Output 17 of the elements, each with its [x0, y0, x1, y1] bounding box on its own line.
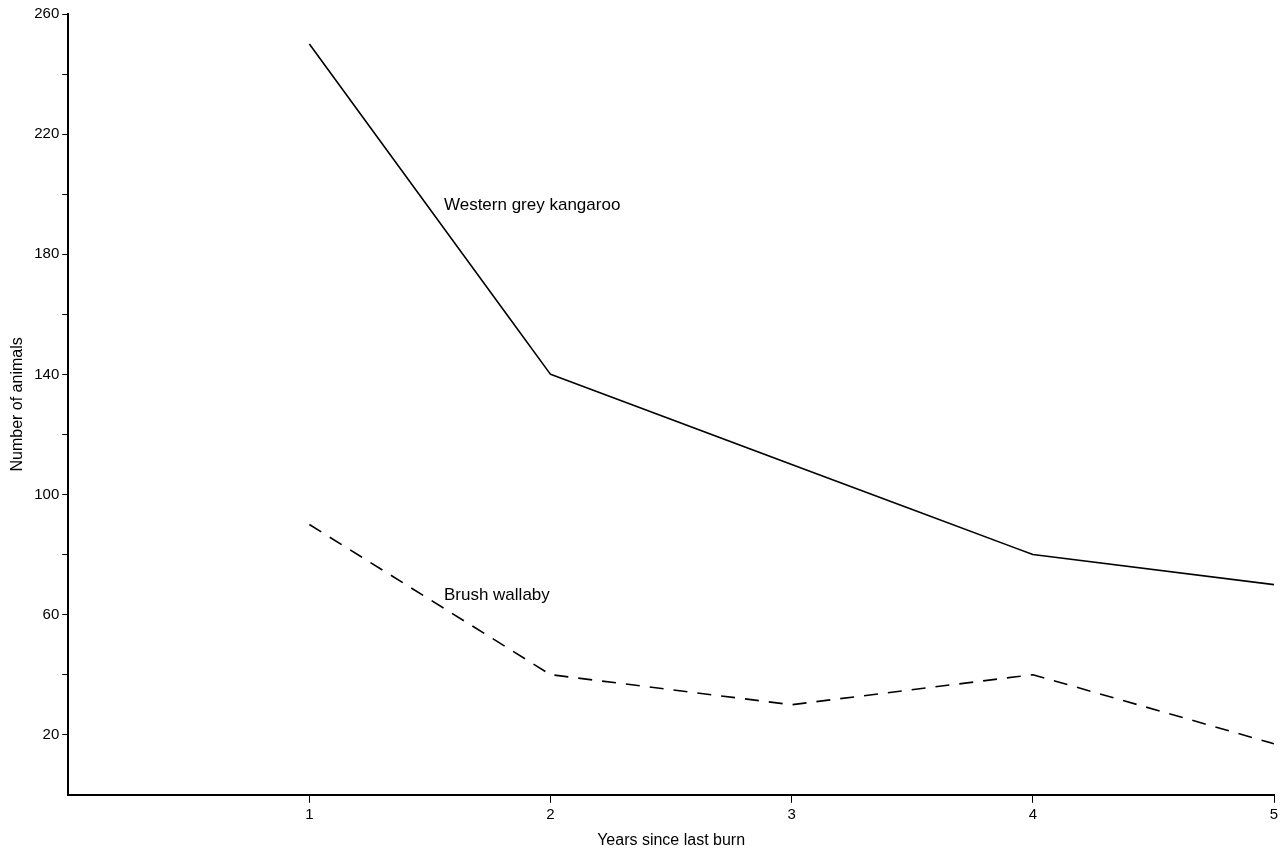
y-tick-label: 260	[34, 4, 60, 22]
x-tick-label: 3	[787, 804, 796, 822]
x-tick-label: 1	[305, 804, 314, 822]
x-tick-label: 4	[1028, 804, 1038, 822]
x-tick-label: 2	[546, 804, 555, 822]
series-label: Brush wallaby	[443, 585, 551, 605]
y-tick-label: 100	[34, 484, 60, 502]
y-tick-label: 180	[34, 244, 60, 262]
y-tick-label: 140	[34, 364, 60, 382]
x-tick-label: 5	[1269, 804, 1279, 822]
y-axis-title: Number of animals	[8, 337, 26, 472]
series-label: Western grey kangaroo	[443, 194, 621, 214]
y-tick-label: 220	[34, 124, 60, 142]
y-tick-label: 60	[42, 604, 60, 622]
y-tick-label: 20	[42, 724, 60, 742]
x-axis-title: Years since last burn	[597, 830, 746, 848]
line-series	[308, 523, 1274, 745]
